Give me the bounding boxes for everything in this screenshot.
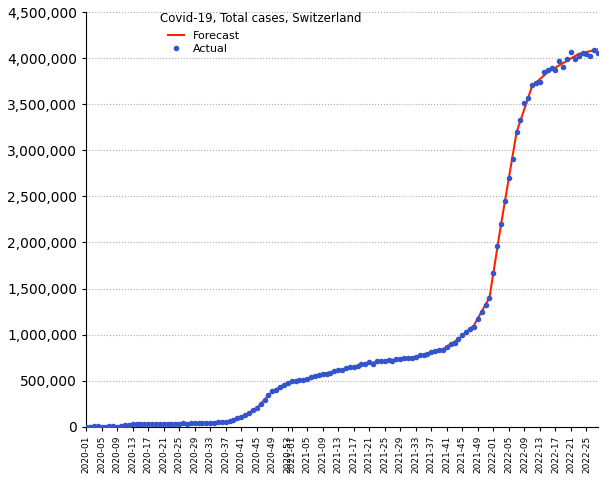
Actual bbox=[590, 47, 598, 53]
Forecast bbox=[436, 348, 443, 353]
Actual bbox=[567, 49, 575, 55]
Line: Actual: Actual bbox=[83, 47, 601, 429]
Actual bbox=[579, 50, 586, 56]
Actual bbox=[87, 424, 94, 430]
Legend: Forecast, Actual: Forecast, Actual bbox=[163, 26, 245, 59]
Actual bbox=[424, 351, 431, 357]
Forecast bbox=[575, 51, 582, 57]
Text: Covid-19, Total cases, Switzerland: Covid-19, Total cases, Switzerland bbox=[160, 12, 362, 25]
Actual bbox=[408, 355, 416, 361]
Forecast bbox=[82, 424, 90, 430]
Forecast bbox=[117, 423, 125, 429]
Actual bbox=[439, 347, 446, 353]
Forecast bbox=[563, 58, 571, 64]
Forecast bbox=[404, 355, 411, 361]
Forecast bbox=[595, 47, 602, 52]
Actual bbox=[121, 422, 128, 428]
Actual bbox=[82, 424, 90, 430]
Line: Forecast: Forecast bbox=[86, 49, 598, 427]
Forecast bbox=[420, 352, 427, 358]
Actual bbox=[595, 49, 602, 55]
